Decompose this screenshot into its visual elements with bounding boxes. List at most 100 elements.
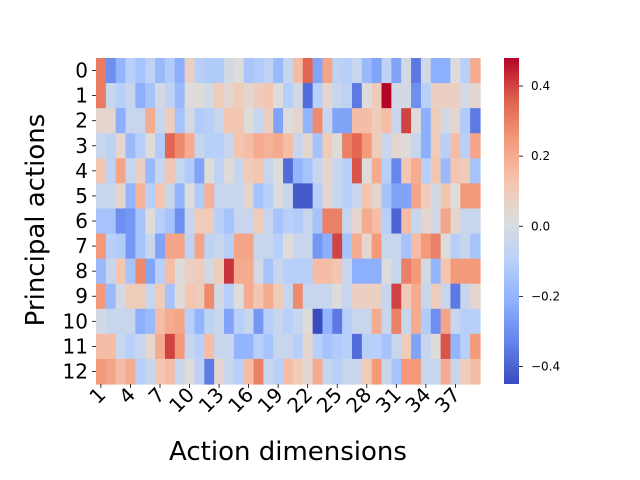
- heatmap-cell: [164, 83, 176, 109]
- heatmap-cell: [105, 283, 117, 310]
- heatmap-cell: [322, 83, 333, 109]
- heatmap-cell: [420, 58, 432, 84]
- heatmap-cell: [194, 108, 205, 134]
- heatmap-cell: [164, 283, 176, 310]
- heatmap-cell: [430, 158, 442, 184]
- heatmap-cell: [253, 108, 264, 134]
- heatmap-cell: [145, 183, 156, 210]
- heatmap-cell: [174, 83, 186, 109]
- heatmap-cell: [401, 358, 412, 385]
- heatmap-cell: [204, 108, 215, 134]
- heatmap-cell: [115, 183, 127, 210]
- heatmap-cell: [302, 108, 314, 134]
- heatmap-cell: [174, 333, 186, 360]
- heatmap-cell: [391, 58, 402, 84]
- heatmap-cell: [450, 158, 461, 184]
- heatmap-cell: [105, 58, 117, 84]
- heatmap-cell: [125, 258, 136, 285]
- heatmap-cell: [292, 258, 304, 285]
- heatmap-cell: [184, 283, 196, 310]
- heatmap-cell: [401, 283, 412, 310]
- heatmap-cell: [322, 333, 333, 360]
- heatmap-cell: [243, 283, 255, 310]
- heatmap-cell: [184, 83, 196, 109]
- heatmap-cell: [263, 58, 274, 84]
- x-tick-label: 7: [144, 383, 170, 409]
- heatmap-cell: [194, 83, 205, 109]
- heatmap-cell: [135, 208, 146, 235]
- heatmap-cell: [470, 83, 481, 109]
- heatmap-cell: [253, 308, 264, 335]
- heatmap-cell: [430, 258, 442, 285]
- heatmap-cell: [342, 333, 353, 360]
- heatmap-cell: [194, 208, 205, 235]
- heatmap-cell: [361, 333, 373, 360]
- heatmap-cell: [322, 108, 333, 134]
- heatmap-cell: [145, 108, 156, 134]
- heatmap-cell: [194, 333, 205, 360]
- heatmap-cell: [224, 58, 235, 84]
- heatmap-cell: [174, 158, 186, 184]
- heatmap-cell: [332, 58, 343, 84]
- heatmap-cell: [263, 258, 274, 285]
- heatmap-cell: [440, 58, 452, 84]
- heatmap-cell: [224, 308, 235, 335]
- heatmap-cell: [273, 258, 284, 285]
- heatmap-cell: [302, 208, 314, 235]
- heatmap-cell: [125, 108, 136, 134]
- heatmap-cell: [460, 58, 471, 84]
- heatmap-cell: [184, 308, 196, 335]
- heatmap-cell: [450, 358, 461, 385]
- heatmap-cell: [174, 208, 186, 235]
- heatmap-cell: [312, 258, 324, 285]
- heatmap-cell: [273, 83, 284, 109]
- heatmap-cell: [145, 358, 156, 385]
- heatmap-cell: [125, 308, 136, 335]
- heatmap-cell: [164, 333, 176, 360]
- heatmap-cell: [184, 258, 196, 285]
- heatmap-cell: [371, 158, 383, 184]
- heatmap-cell: [352, 333, 363, 360]
- heatmap-cell: [224, 83, 235, 109]
- heatmap-cell: [243, 358, 255, 385]
- heatmap-cell: [125, 333, 136, 360]
- heatmap-cell: [155, 108, 166, 134]
- heatmap-cell: [243, 58, 255, 84]
- heatmap-cell: [283, 83, 294, 109]
- heatmap-cell: [460, 358, 471, 385]
- heatmap-cell: [263, 208, 274, 235]
- heatmap-cell: [115, 58, 127, 84]
- heatmap-cell: [96, 308, 107, 335]
- heatmap-cell: [332, 133, 343, 159]
- heatmap-cell: [155, 133, 166, 159]
- heatmap-cell: [371, 358, 383, 385]
- heatmap-cell: [411, 208, 422, 235]
- heatmap-cell: [381, 233, 392, 260]
- heatmap-cell: [440, 358, 452, 385]
- heatmap-cell: [430, 333, 442, 360]
- heatmap-cell: [470, 283, 481, 310]
- heatmap-cell: [361, 308, 373, 335]
- heatmap-cell: [292, 333, 304, 360]
- heatmap-cell: [224, 133, 235, 159]
- heatmap-cell: [283, 133, 294, 159]
- heatmap-cell: [145, 133, 156, 159]
- heatmap-cell: [302, 308, 314, 335]
- heatmap-cell: [174, 108, 186, 134]
- heatmap-cell: [194, 133, 205, 159]
- heatmap-cell: [184, 358, 196, 385]
- heatmap-cell: [273, 308, 284, 335]
- heatmap-cell: [145, 208, 156, 235]
- heatmap-cell: [273, 183, 284, 210]
- heatmap-cell: [263, 83, 274, 109]
- heatmap-cell: [155, 158, 166, 184]
- y-tick-label: 12: [63, 359, 88, 383]
- y-axis-label: Principal actions: [21, 114, 51, 327]
- heatmap-cell: [135, 108, 146, 134]
- heatmap-cell: [312, 283, 324, 310]
- heatmap-cell: [361, 283, 373, 310]
- heatmap-cell: [440, 258, 452, 285]
- heatmap-cell: [411, 83, 422, 109]
- heatmap-cell: [352, 308, 363, 335]
- heatmap-cell: [194, 158, 205, 184]
